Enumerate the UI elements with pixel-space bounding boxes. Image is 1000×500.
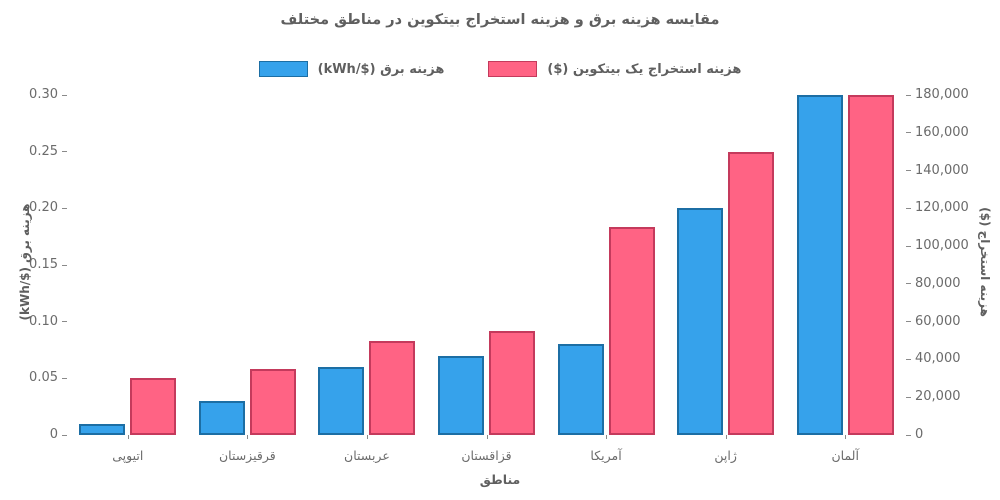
x-category-label-1: قرقیزستان xyxy=(218,448,276,463)
mining-legend-swatch xyxy=(488,61,538,77)
left-tick-mark-5 xyxy=(62,151,67,153)
left-tick-mark-3 xyxy=(62,264,67,266)
bar-electricity-3 xyxy=(438,355,484,435)
mining-legend-label: هزینه استخراج یک بیتکوین ($) xyxy=(547,61,742,77)
bar-electricity-1 xyxy=(198,401,245,435)
left-tick-label-1: 0.05 xyxy=(29,370,58,386)
left-tick-mark-4 xyxy=(62,207,67,209)
right-tick-mark-2 xyxy=(906,358,911,360)
bar-electricity-4 xyxy=(557,344,604,435)
right-tick-label-8: 160,000 xyxy=(915,124,969,140)
x-axis-title: مناطق xyxy=(479,472,521,487)
right-tick-mark-0 xyxy=(906,434,911,436)
left-tick-label-3: 0.15 xyxy=(29,257,58,272)
right-y-axis-title: هزینه استخراج ($) xyxy=(978,207,992,317)
left-tick-label-2: 0.10 xyxy=(29,313,58,329)
left-tick-label-5: 0.25 xyxy=(29,143,58,159)
bar-electricity-5 xyxy=(677,208,724,435)
right-tick-label-9: 180,000 xyxy=(915,87,969,102)
right-tick-label-1: 20,000 xyxy=(915,389,961,405)
legend-item-electricity: هزینه برق ($/kWh) xyxy=(258,61,445,77)
right-tick-label-5: 100,000 xyxy=(915,238,969,254)
x-category-label-4: آمریکا xyxy=(590,448,622,463)
electricity-legend-swatch xyxy=(258,61,308,77)
chart-title: مقایسه هزینه برق و هزینه استخراج بیتکوین… xyxy=(280,12,720,28)
x-category-label-5: ژاپن xyxy=(714,448,737,463)
right-tick-label-7: 140,000 xyxy=(915,162,969,178)
right-tick-mark-5 xyxy=(906,245,911,247)
left-tick-mark-1 xyxy=(62,377,67,379)
bar-mining-2 xyxy=(369,340,416,435)
right-tick-mark-1 xyxy=(906,396,911,398)
x-tick-3 xyxy=(486,435,488,439)
x-tick-0 xyxy=(127,435,129,439)
x-category-label-6: آلمان xyxy=(831,448,859,463)
right-tick-label-0: 0 xyxy=(915,427,924,442)
right-tick-label-4: 80,000 xyxy=(915,275,961,291)
x-tick-5 xyxy=(725,435,727,439)
bar-mining-5 xyxy=(728,151,775,435)
left-tick-label-4: 0.20 xyxy=(29,200,58,216)
electricity-legend-label: هزینه برق ($/kWh) xyxy=(317,61,445,77)
bar-electricity-2 xyxy=(318,367,365,435)
x-tick-6 xyxy=(845,435,847,439)
right-tick-mark-6 xyxy=(906,207,911,209)
legend-item-mining: هزینه استخراج یک بیتکوین ($) xyxy=(488,61,741,77)
bar-mining-3 xyxy=(489,331,535,435)
right-tick-label-3: 60,000 xyxy=(915,313,961,329)
left-tick-label-6: 0.30 xyxy=(29,87,58,102)
x-category-label-0: اتیوپی xyxy=(112,448,144,463)
x-tick-2 xyxy=(366,435,368,439)
bar-mining-6 xyxy=(847,95,894,435)
left-tick-mark-2 xyxy=(62,321,67,323)
right-tick-mark-7 xyxy=(906,170,911,172)
x-tick-1 xyxy=(247,435,249,439)
right-tick-label-2: 40,000 xyxy=(915,351,961,367)
right-tick-mark-3 xyxy=(906,321,911,323)
x-category-label-3: قزاقستان xyxy=(461,448,512,463)
right-tick-mark-8 xyxy=(906,132,911,134)
x-category-label-2: عربستان xyxy=(344,448,390,463)
right-tick-mark-9 xyxy=(906,94,911,96)
right-tick-mark-4 xyxy=(906,283,911,285)
right-tick-label-6: 120,000 xyxy=(915,200,969,216)
left-tick-mark-6 xyxy=(62,94,67,96)
bar-electricity-6 xyxy=(796,95,843,435)
chart-legend: هزینه برق ($/kWh) هزینه استخراج یک بیتکو… xyxy=(0,55,1000,83)
left-tick-label-0: 0 xyxy=(49,427,58,442)
bar-mining-0 xyxy=(130,378,177,435)
x-tick-4 xyxy=(606,435,608,439)
bar-mining-1 xyxy=(249,368,296,435)
bar-electricity-0 xyxy=(79,423,126,435)
left-tick-mark-0 xyxy=(62,434,67,436)
bar-mining-4 xyxy=(608,227,655,435)
